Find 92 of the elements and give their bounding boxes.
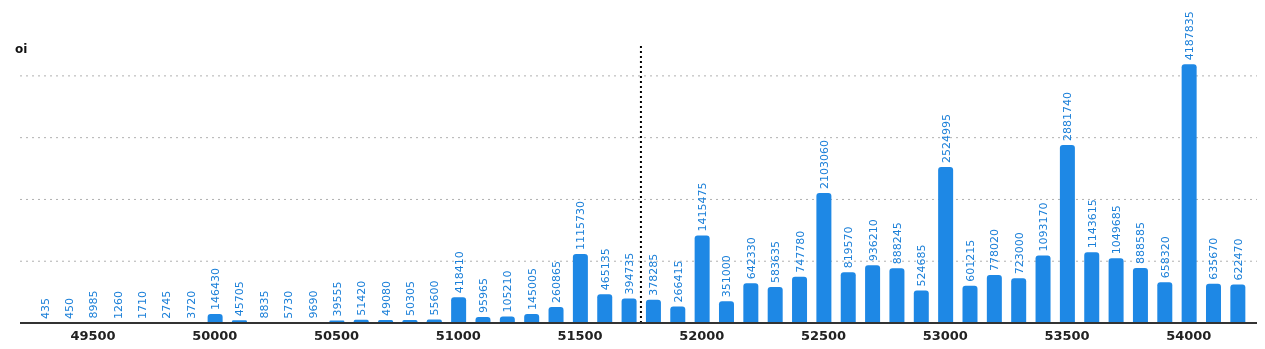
bar (1230, 284, 1246, 323)
data-label: 888245 (890, 222, 904, 265)
bar (1084, 252, 1100, 323)
data-label: 1093170 (1037, 202, 1051, 252)
bar (913, 290, 929, 323)
y-axis-title: oi (15, 42, 28, 56)
data-label: 39555 (330, 281, 344, 317)
x-tick-label: 51000 (435, 328, 481, 344)
bar (1132, 268, 1148, 323)
x-tick-label: 50000 (192, 328, 238, 344)
bar (451, 297, 467, 323)
data-label: 146430 (209, 267, 223, 310)
bar (572, 254, 588, 323)
data-label: 1415475 (696, 182, 710, 232)
data-label: 260865 (550, 260, 564, 303)
data-label: 2103060 (817, 140, 831, 190)
bar (670, 306, 686, 323)
data-label: 9690 (306, 290, 320, 319)
data-label: 2881740 (1061, 91, 1075, 141)
data-label: 465135 (598, 248, 612, 291)
data-label: 8985 (87, 290, 101, 319)
data-label: 55600 (428, 280, 442, 316)
data-label: 266415 (671, 260, 685, 303)
data-label: 601215 (963, 239, 977, 282)
data-label: 50305 (403, 280, 417, 316)
x-tick-label: 51500 (557, 328, 603, 344)
bar (1011, 278, 1027, 323)
data-label: 45705 (233, 281, 247, 317)
bar (524, 314, 540, 323)
data-label: 1049685 (1110, 205, 1124, 255)
data-label: 4187835 (1183, 11, 1197, 61)
data-label: 450 (63, 297, 77, 319)
data-label: 51420 (355, 280, 369, 316)
data-label: 435 (38, 297, 52, 319)
data-label: 2524995 (939, 114, 953, 164)
data-label: 524685 (915, 244, 929, 287)
data-label: 622470 (1231, 238, 1245, 281)
bar (694, 235, 710, 323)
bar (792, 276, 808, 323)
data-label: 5730 (282, 290, 296, 319)
data-label: 778020 (988, 228, 1002, 271)
data-label: 1260 (111, 290, 125, 319)
x-tick-label: 50500 (313, 328, 360, 344)
bar (938, 167, 954, 323)
data-label: 2745 (160, 290, 174, 319)
data-label: 351000 (720, 255, 734, 298)
data-label: 145005 (525, 268, 539, 311)
x-tick-label: 52500 (800, 328, 847, 344)
x-tick-label: 53500 (1044, 328, 1090, 344)
x-tick-label: 53000 (922, 328, 968, 344)
data-label: 105210 (501, 270, 515, 313)
bar (621, 298, 637, 323)
bar (1205, 283, 1221, 323)
data-label: 936210 (866, 219, 880, 262)
data-label: 1710 (136, 290, 150, 319)
x-tick-label: 49500 (70, 328, 116, 344)
bar (743, 283, 759, 323)
data-label: 418410 (452, 251, 466, 294)
bar (840, 272, 856, 323)
data-label: 3720 (184, 290, 198, 319)
data-label: 1143615 (1085, 199, 1099, 249)
data-label: 819570 (842, 226, 856, 269)
data-label: 8835 (257, 290, 271, 319)
data-label: 658320 (1158, 236, 1172, 279)
x-tick-label: 52000 (679, 328, 725, 344)
bar (1181, 64, 1197, 323)
bar (645, 299, 661, 323)
bar (865, 265, 881, 323)
bar (718, 301, 734, 323)
data-label: 635670 (1207, 237, 1221, 280)
data-label: 49080 (379, 280, 393, 316)
bar (1108, 258, 1124, 323)
bar (889, 268, 905, 323)
bar (597, 294, 613, 323)
bar (986, 274, 1002, 323)
x-tick-label: 54000 (1166, 328, 1212, 344)
bar (1157, 282, 1173, 323)
data-label: 378285 (647, 253, 661, 296)
data-label: 394735 (623, 252, 637, 295)
data-label: 642330 (744, 237, 758, 280)
data-label: 1115730 (574, 201, 588, 251)
bar (1035, 255, 1051, 323)
bar (1059, 144, 1075, 323)
bar (548, 306, 564, 323)
data-label: 95965 (476, 278, 490, 314)
bar (767, 286, 783, 323)
data-label: 747780 (793, 230, 807, 273)
data-label: 583635 (769, 240, 783, 283)
data-label: 888585 (1134, 222, 1148, 265)
bar (962, 285, 978, 323)
data-label: 723000 (1012, 232, 1026, 275)
bar (816, 193, 832, 323)
